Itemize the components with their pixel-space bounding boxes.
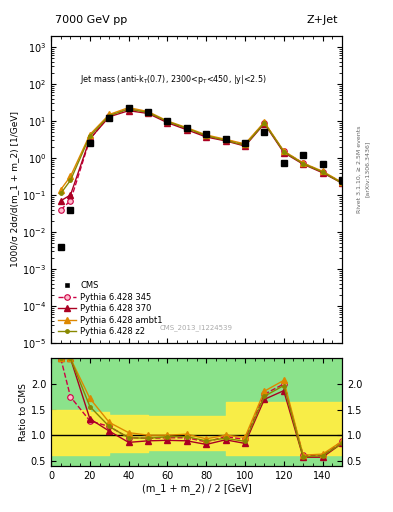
Text: Z+Jet: Z+Jet — [307, 15, 338, 25]
Legend: CMS, Pythia 6.428 345, Pythia 6.428 370, Pythia 6.428 ambt1, Pythia 6.428 z2: CMS, Pythia 6.428 345, Pythia 6.428 370,… — [55, 279, 165, 339]
Text: CMS_2013_I1224539: CMS_2013_I1224539 — [160, 324, 233, 331]
Y-axis label: 1000/σ 2dσ/d(m_1 + m_2) [1/GeV]: 1000/σ 2dσ/d(m_1 + m_2) [1/GeV] — [10, 112, 19, 267]
Text: Rivet 3.1.10, ≥ 2.5M events: Rivet 3.1.10, ≥ 2.5M events — [357, 125, 362, 212]
Text: 7000 GeV pp: 7000 GeV pp — [55, 15, 127, 25]
Text: Jet mass (anti-k$_\mathrm{T}$(0.7), 2300<p$_\mathrm{T}$<450, |y|<2.5): Jet mass (anti-k$_\mathrm{T}$(0.7), 2300… — [80, 73, 266, 86]
X-axis label: (m_1 + m_2) / 2 [GeV]: (m_1 + m_2) / 2 [GeV] — [141, 483, 252, 495]
Text: [arXiv:1306.3436]: [arXiv:1306.3436] — [365, 141, 370, 197]
Y-axis label: Ratio to CMS: Ratio to CMS — [19, 383, 28, 441]
